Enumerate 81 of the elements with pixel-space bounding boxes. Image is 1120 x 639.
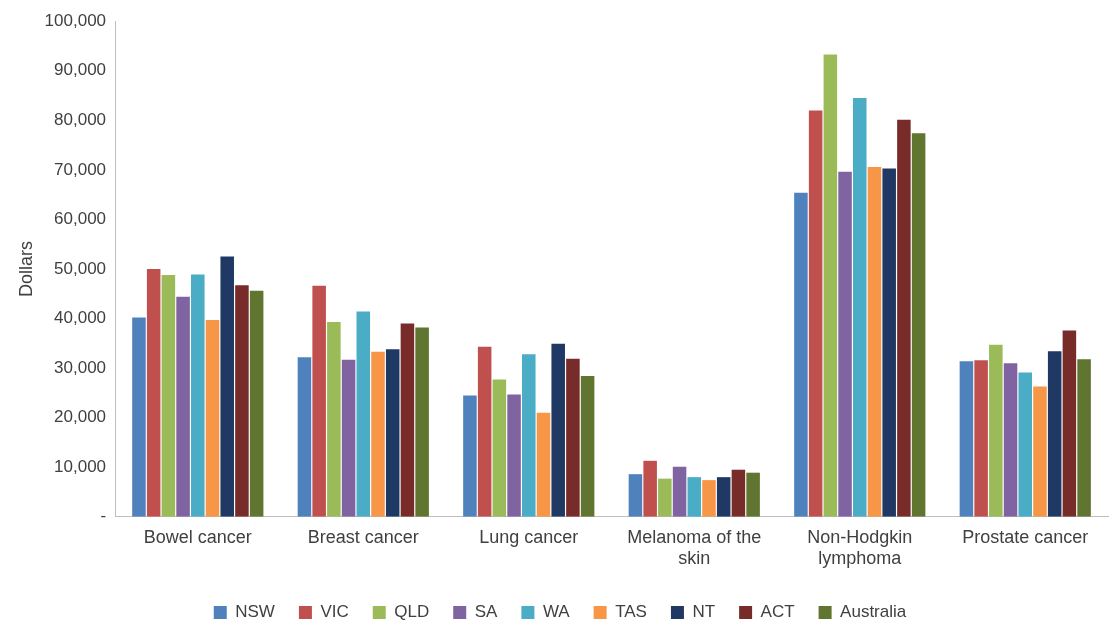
- y-tick-label: 40,000: [54, 308, 107, 328]
- y-tick-label: 50,000: [54, 258, 107, 278]
- legend-label: NSW: [235, 602, 275, 622]
- bar: [507, 394, 521, 517]
- legend-label: NT: [692, 602, 716, 622]
- x-tick-label: Breast cancer: [307, 526, 419, 547]
- bar: [911, 133, 926, 517]
- bar: [551, 343, 565, 517]
- bar: [974, 360, 988, 517]
- legend-label: WA: [542, 602, 571, 622]
- bar: [385, 349, 400, 517]
- bar: [853, 98, 867, 517]
- bar: [1018, 372, 1033, 517]
- bar: [220, 256, 234, 517]
- y-tick-label: -: [100, 506, 107, 526]
- bar: [867, 166, 882, 517]
- legend-label: QLD: [394, 602, 430, 622]
- bar: [808, 110, 823, 517]
- legend-label: ACT: [760, 602, 795, 622]
- bar: [327, 322, 341, 517]
- bar: [823, 54, 838, 517]
- bar: [959, 361, 974, 517]
- bar: [249, 290, 264, 517]
- bar: [882, 168, 896, 517]
- bar: [838, 171, 852, 517]
- bar: [161, 274, 176, 517]
- x-tick-label: Bowel cancer: [143, 526, 252, 547]
- legend-label: VIC: [320, 602, 349, 622]
- bar: [400, 323, 415, 517]
- bar: [1047, 351, 1062, 517]
- x-tick-label: Melanoma of the skin: [627, 526, 762, 569]
- bar: [746, 472, 760, 517]
- bar: [1003, 363, 1018, 517]
- legend-label: TAS: [615, 602, 647, 622]
- y-tick-label: 100,000: [44, 10, 107, 30]
- bar: [897, 119, 911, 517]
- bar: [463, 395, 477, 517]
- bar: [1077, 359, 1091, 517]
- bar: [628, 474, 643, 517]
- bar: [1033, 386, 1047, 517]
- bar: [794, 192, 808, 517]
- y-tick-label: 80,000: [54, 110, 107, 130]
- y-tick-label: 20,000: [54, 407, 107, 427]
- y-tick-label: 60,000: [54, 209, 107, 229]
- x-tick-label: Lung cancer: [479, 526, 579, 547]
- legend-label: SA: [474, 602, 499, 622]
- y-tick-label: 90,000: [54, 60, 107, 80]
- bar: [176, 296, 190, 517]
- bar: [702, 480, 716, 517]
- bar: [643, 460, 657, 517]
- bar: [687, 477, 702, 517]
- bar: [536, 412, 551, 517]
- bar: [731, 469, 746, 517]
- bar: [477, 346, 492, 517]
- bar: [658, 478, 672, 517]
- bar: [235, 285, 249, 517]
- bar: [522, 354, 536, 517]
- bar: [716, 477, 731, 517]
- bar: [205, 320, 220, 517]
- bar: [989, 344, 1003, 517]
- bar: [146, 269, 161, 517]
- bar: [580, 376, 595, 517]
- bar: [672, 466, 687, 517]
- y-axis-title: Dollars: [15, 240, 36, 298]
- bar: [566, 358, 580, 517]
- bar: [415, 327, 429, 517]
- legend-label: Australia: [840, 602, 907, 622]
- bar: [191, 274, 205, 517]
- bar: [297, 357, 312, 517]
- bar: [341, 359, 356, 517]
- y-tick-label: 70,000: [54, 159, 107, 179]
- bar: [312, 285, 326, 517]
- x-tick-label: Non-Hodgkin lymphoma: [807, 526, 913, 569]
- bar: [132, 317, 146, 517]
- bar: [356, 311, 371, 517]
- y-tick-label: 30,000: [54, 357, 107, 377]
- y-tick-label: 10,000: [54, 456, 107, 476]
- bar: [371, 351, 385, 517]
- bar: [1062, 330, 1077, 517]
- x-tick-label: Prostate cancer: [962, 526, 1089, 547]
- bar: [492, 379, 507, 517]
